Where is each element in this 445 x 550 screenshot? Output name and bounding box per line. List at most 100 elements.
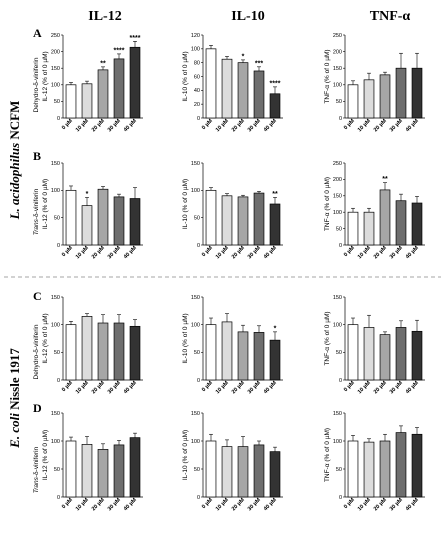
x-tick-label: 30 µM <box>247 118 262 133</box>
y-axis-label: IL-12 (% of 0 µM) <box>42 179 49 229</box>
x-tick-label: 30 µM <box>389 245 404 260</box>
y-tick-label: 0 <box>57 116 60 122</box>
bar <box>395 432 407 498</box>
panel-c-2: TNF-α (% of 0 µM) 0 50 100 150 0 µM 10 µM 20 µM… <box>324 295 425 395</box>
x-tick-label: 30 µM <box>247 380 262 395</box>
x-tick-label: 30 µM <box>107 497 122 512</box>
x-tick-label: 30 µM <box>389 118 404 133</box>
y-tick-label: 0 <box>197 116 200 122</box>
x-tick-label: 30 µM <box>389 497 404 512</box>
row-letter-a: A <box>33 26 42 40</box>
significance-label: ** <box>272 191 278 198</box>
y-tick-label: 100 <box>191 188 200 194</box>
column-header-il10: IL-10 <box>231 9 264 24</box>
x-tick-label: 40 µM <box>263 245 278 260</box>
bar <box>81 316 93 381</box>
bar <box>97 69 109 119</box>
y-tick-label: 100 <box>51 83 60 89</box>
bar <box>81 83 93 119</box>
x-tick-label: 30 µM <box>389 380 404 395</box>
x-tick-label: 40 µM <box>405 118 420 133</box>
bar <box>113 58 125 119</box>
x-tick-label: 30 µM <box>107 380 122 395</box>
x-tick-label: 20 µM <box>91 497 106 512</box>
bar <box>97 449 109 498</box>
y-tick-label: 0 <box>57 378 60 384</box>
bar <box>81 205 93 246</box>
y-tick-label: 200 <box>333 49 342 55</box>
y-axis-label: TNF-α (% of 0 µM) <box>324 428 331 482</box>
y-tick-label: 150 <box>191 161 200 167</box>
y-tick-label: 200 <box>51 49 60 55</box>
x-tick-label: 20 µM <box>373 380 388 395</box>
bar <box>237 196 249 246</box>
y-tick-label: 50 <box>194 467 200 473</box>
bar <box>395 67 407 119</box>
panel-d-0: IL-12 (% of 0 µM) 0 50 100 150 0 µM 10 µM 20 µM… <box>42 411 143 512</box>
bar <box>129 325 141 381</box>
x-tick-label: 10 µM <box>357 380 372 395</box>
bar <box>253 192 265 246</box>
bar <box>253 332 265 381</box>
x-tick-label: 0 µM <box>201 380 214 393</box>
x-tick-label: 40 µM <box>263 497 278 512</box>
y-tick-label: 150 <box>333 295 342 301</box>
bar <box>269 93 281 119</box>
y-tick-label: 250 <box>333 33 342 39</box>
row-letter-d: D <box>33 401 42 415</box>
y-tick-label: 150 <box>333 411 342 417</box>
bar <box>97 322 109 381</box>
x-tick-label: 10 µM <box>75 245 90 260</box>
bar <box>347 440 359 498</box>
y-tick-label: 150 <box>191 411 200 417</box>
row-letter-c: C <box>33 289 42 303</box>
y-tick-label: 0 <box>197 243 200 249</box>
bar <box>65 189 77 246</box>
y-axis-label: IL-10 (% of 0 µM) <box>182 179 189 229</box>
panel-a-1: IL-10 (% of 0 µM) 0 20 40 60 80 100 120 0 µM 10 µ… <box>182 33 283 133</box>
y-tick-label: 150 <box>333 66 342 72</box>
x-tick-label: 0 µM <box>61 245 74 258</box>
y-tick-label: 0 <box>339 116 342 122</box>
x-tick-label: 20 µM <box>231 118 246 133</box>
bar <box>97 188 109 246</box>
y-tick-label: 100 <box>333 439 342 445</box>
x-tick-label: 0 µM <box>61 380 74 393</box>
x-tick-label: 10 µM <box>75 118 90 133</box>
panel-b-0: IL-12 (% of 0 µM) 0 50 100 150 0 µM * 10 µM 20 µ… <box>42 161 143 260</box>
x-tick-label: 10 µM <box>357 497 372 512</box>
y-tick-label: 0 <box>197 495 200 501</box>
column-header-tnf: TNF-α <box>370 9 411 24</box>
y-tick-label: 200 <box>333 177 342 183</box>
x-tick-label: 20 µM <box>91 245 106 260</box>
x-tick-label: 0 µM <box>343 245 356 258</box>
x-tick-label: 10 µM <box>215 118 230 133</box>
y-tick-label: 150 <box>333 194 342 200</box>
x-tick-label: 40 µM <box>123 380 138 395</box>
y-tick-label: 0 <box>57 243 60 249</box>
compound-a-text: Dehydro-δ-viniferin <box>33 57 40 112</box>
y-tick-label: 50 <box>336 350 342 356</box>
y-tick-label: 150 <box>51 411 60 417</box>
significance-label: * <box>242 53 245 60</box>
bar <box>379 440 391 498</box>
bar <box>237 62 249 119</box>
significance-label: **** <box>130 35 141 42</box>
x-tick-label: 40 µM <box>405 245 420 260</box>
panel-c-0: IL-12 (% of 0 µM) 0 50 100 150 0 µM 10 µM 20 µM… <box>42 295 143 395</box>
side-label-ecoli: E. coli Nissle 1917 <box>7 348 22 449</box>
y-tick-label: 150 <box>51 295 60 301</box>
x-tick-label: 40 µM <box>123 118 138 133</box>
y-tick-label: 250 <box>333 161 342 167</box>
y-tick-label: 100 <box>51 322 60 328</box>
y-tick-label: 100 <box>333 83 342 89</box>
y-tick-label: 100 <box>191 47 200 53</box>
compound-c-text: Dehydro-δ-viniferin <box>33 324 40 379</box>
bar <box>65 324 77 381</box>
x-tick-label: 30 µM <box>107 245 122 260</box>
x-tick-label: 0 µM <box>343 118 356 131</box>
y-tick-label: 50 <box>336 467 342 473</box>
x-tick-label: 20 µM <box>91 380 106 395</box>
y-tick-label: 50 <box>194 350 200 356</box>
